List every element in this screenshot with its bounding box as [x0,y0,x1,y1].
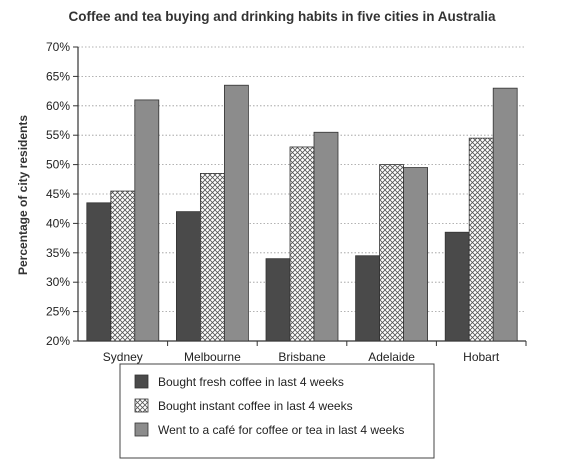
y-tick-label: 35% [46,246,70,260]
y-tick-label: 40% [46,216,70,230]
y-tick-label: 45% [46,187,70,201]
x-tick-label: Adelaide [368,350,415,364]
chart-title: Coffee and tea buying and drinking habit… [68,9,496,24]
axis-labels: 20% 25% 30% 35% 40% 45% 50% 55% 60% 65% 70% Sydney M… [46,40,500,364]
x-tick-label: Melbourne [184,350,241,364]
bar-brisbane-series-2 [289,146,315,342]
legend-swatch [134,374,149,389]
x-tick-label: Sydney [103,350,143,364]
bar-adelaide-series-3 [403,167,429,342]
bar-melbourne-series-3 [223,84,249,342]
legend-swatch [134,398,149,413]
bar-melbourne-series-2 [199,173,225,342]
bar-melbourne-series-1 [175,211,201,342]
y-tick-label: 55% [46,128,70,142]
bar-hobart-series-1 [444,231,470,342]
y-tick-label: 70% [46,40,70,54]
legend-box [119,363,435,459]
x-tick-label: Hobart [463,350,500,364]
bars [86,84,518,342]
bar-hobart-series-3 [492,87,518,342]
y-tick-label: 30% [46,275,70,289]
y-tick-label: 25% [46,305,70,319]
bar-brisbane-series-1 [265,258,291,342]
x-tick-label: Brisbane [278,350,326,364]
y-axis-label: Percentage of city residents [16,115,30,275]
bar-brisbane-series-3 [313,131,339,342]
bar-sydney-series-2 [110,190,136,342]
bar-adelaide-series-2 [379,164,405,342]
bar-sydney-series-3 [134,99,160,342]
y-tick-label: 50% [46,158,70,172]
y-tick-label: 60% [46,99,70,113]
legend-label: Went to a café for coffee or tea in last… [158,423,404,437]
bar-sydney-series-1 [86,202,112,342]
bar-hobart-series-2 [468,137,494,342]
y-tick-label: 20% [46,334,70,348]
legend: Bought fresh coffee in last 4 weeks Bough… [119,363,435,459]
legend-label: Bought fresh coffee in last 4 weeks [158,375,344,389]
y-tick-label: 65% [46,69,70,83]
legend-swatch [134,422,149,437]
bar-adelaide-series-1 [355,255,381,342]
legend-label: Bought instant coffee in last 4 weeks [158,399,353,413]
